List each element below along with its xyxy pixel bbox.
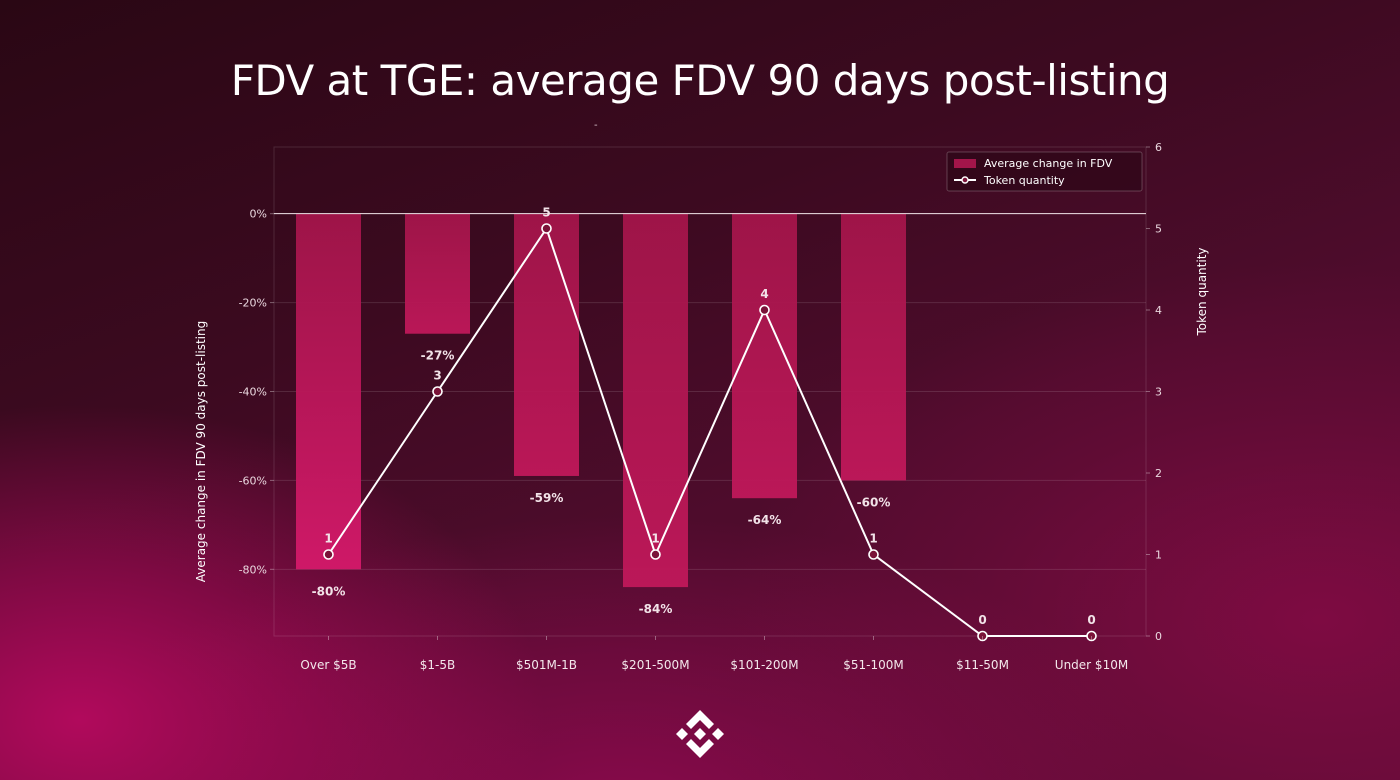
bar — [514, 213, 579, 476]
bar — [732, 213, 797, 499]
y-tick-label: -60% — [239, 474, 267, 487]
bar-data-label: -27% — [421, 349, 455, 363]
line-data-label: 3 — [433, 369, 441, 383]
line-data-label: 1 — [651, 532, 659, 546]
x-tick-label: $11-50M — [956, 658, 1009, 672]
line-point — [977, 630, 988, 642]
x-tick-label: $101-200M — [730, 658, 798, 672]
bar-data-label: -64% — [748, 513, 782, 527]
bar — [405, 213, 470, 334]
line-data-label: 1 — [324, 532, 332, 546]
chart-subtitle: - — [594, 120, 598, 131]
y2-tick-label: 5 — [1155, 223, 1162, 236]
legend-swatch-marker — [961, 176, 969, 184]
chart-title: FDV at TGE: average FDV 90 days post-lis… — [230, 56, 1170, 105]
line-data-label: 5 — [542, 206, 550, 220]
legend-swatch-bar — [954, 159, 976, 168]
line-point — [541, 223, 552, 234]
y-tick-label: -20% — [239, 297, 267, 310]
y2-tick-label: 0 — [1155, 630, 1162, 643]
y2-tick-label: 1 — [1155, 549, 1162, 562]
bar — [296, 213, 361, 570]
combo-chart: -80% -27% -59% -84% -64% -60% 1 3 5 1 4 1 0 0 0% -20% -… — [194, 141, 1209, 672]
line-point — [650, 549, 661, 560]
y2-tick-label: 4 — [1155, 304, 1162, 317]
label-layer: -80% -27% -59% -84% -64% -60% 1 3 5 1 4 1 0 0 — [312, 206, 1096, 628]
line-data-label: 1 — [869, 532, 877, 546]
plot-frame — [273, 146, 1147, 637]
y2-axis-title: Token quantity — [1195, 248, 1209, 337]
line-point — [1086, 630, 1097, 642]
bar — [623, 213, 688, 588]
bar-data-label: -84% — [639, 602, 673, 616]
line-data-label: 0 — [1087, 613, 1095, 627]
y-tick-label: -80% — [239, 563, 267, 576]
x-tick-label: $501M-1B — [516, 658, 577, 672]
line-point — [868, 549, 879, 560]
y-axis-title: Average change in FDV 90 days post-listi… — [194, 321, 208, 582]
bar — [841, 213, 906, 481]
x-tick-label: $201-500M — [621, 658, 689, 672]
bar-data-label: -60% — [857, 495, 891, 509]
token-quantity-line — [327, 226, 1092, 637]
binance-logo-icon — [676, 710, 724, 758]
grid-layer — [273, 146, 1147, 637]
legend-label-bar: Average change in FDV — [984, 157, 1113, 170]
x-tick-label: Under $10M — [1055, 658, 1128, 672]
bar-data-label: -80% — [312, 584, 346, 598]
line-layer — [323, 223, 1097, 642]
legend-label-line: Token quantity — [983, 174, 1065, 187]
y2-tick-label: 6 — [1155, 141, 1162, 154]
line-point — [759, 304, 770, 316]
bar-data-label: -59% — [530, 491, 564, 505]
x-tick-label: $1-5B — [420, 658, 455, 672]
legend: Average change in FDV Token quantity — [946, 151, 1143, 192]
y-tick-label: -40% — [239, 386, 267, 399]
line-data-label: 0 — [978, 613, 986, 627]
x-tick-label: Over $5B — [300, 658, 356, 672]
x-tick-label: $51-100M — [843, 658, 904, 672]
y2-tick-label: 2 — [1155, 467, 1162, 480]
line-point — [432, 386, 443, 397]
bar-layer — [296, 213, 906, 588]
legend-box — [946, 151, 1143, 192]
y-tick-label: 0% — [250, 208, 267, 221]
line-point — [323, 549, 334, 560]
y2-tick-label: 3 — [1155, 386, 1162, 399]
axis-layer: 0% -20% -40% -60% -80% 0 1 2 3 4 5 6 Over $5B $1-5B $5… — [194, 141, 1209, 672]
line-data-label: 4 — [760, 287, 768, 301]
